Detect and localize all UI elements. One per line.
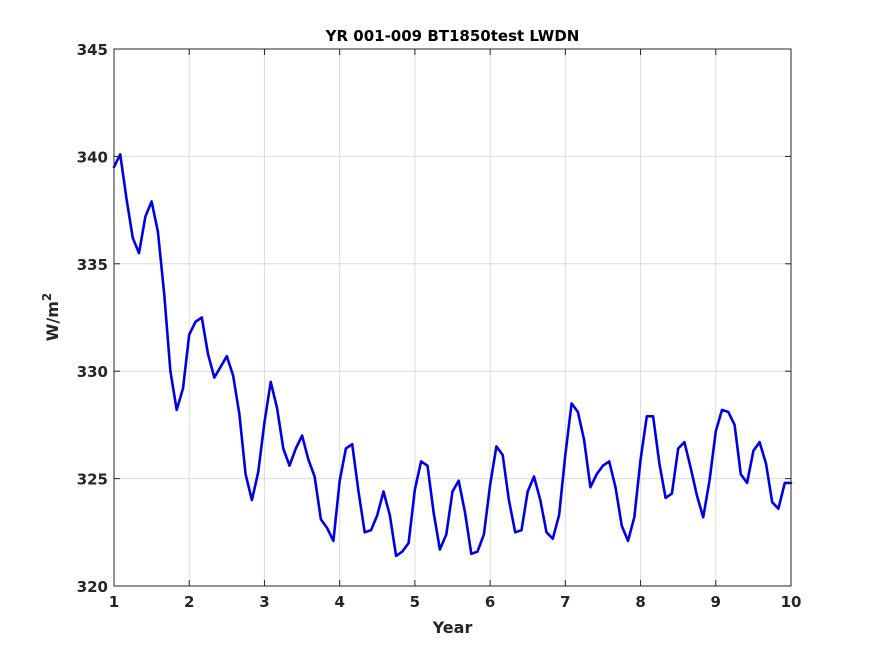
y-axis-label: W/m2 [40,293,62,342]
y-tick-label: 340 [77,148,108,166]
grid-lines [113,48,792,587]
x-tick-label: 3 [259,593,269,611]
x-tick-label: 7 [560,593,570,611]
chart-title: YR 001-009 BT1850test LWDN [325,27,580,45]
x-tick-label: 1 [109,593,119,611]
x-tick-label: 9 [711,593,721,611]
x-tick-label: 2 [184,593,194,611]
x-tick-label: 10 [781,593,802,611]
y-axis-label-base: W/m [43,301,62,341]
plot-area-frame [113,48,792,587]
y-axis-label-superscript: 2 [40,293,54,301]
y-tick-label: 320 [77,578,108,596]
x-axis-label: Year [432,618,473,637]
x-tick-label: 6 [485,593,495,611]
x-tick-label: 4 [334,593,344,611]
y-tick-label: 330 [77,363,108,381]
x-tick-label: 8 [635,593,645,611]
y-tick-label: 335 [77,256,108,274]
series-line-lwdn [112,153,793,558]
x-tick-label: 5 [410,593,420,611]
y-tick-label: 325 [77,471,108,489]
y-tick-label: 345 [77,41,108,59]
